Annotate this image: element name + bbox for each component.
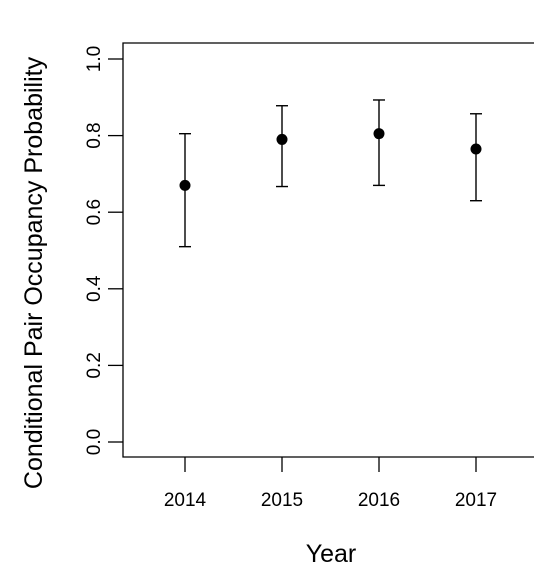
y-axis-title: Conditional Pair Occupancy Probability — [20, 56, 48, 489]
data-point — [179, 179, 191, 191]
x-tick-label: 2016 — [358, 490, 400, 511]
y-tick-label: 0.4 — [84, 275, 105, 302]
y-tick-label: 0.2 — [84, 352, 105, 378]
x-tick-label: 2015 — [261, 490, 303, 511]
data-point — [373, 128, 385, 140]
y-tick-label: 0.8 — [84, 122, 105, 148]
plot-layer: 0.0 0.2 0.4 0.6 0.8 1.0 2014 2015 2016 2017 — [84, 42, 534, 511]
y-tick-label: 0.0 — [84, 429, 105, 455]
data-point — [276, 133, 288, 145]
data-point — [470, 143, 482, 155]
plot-frame — [122, 42, 534, 458]
y-tick-label: 0.6 — [84, 199, 105, 225]
x-tick-label: 2014 — [164, 490, 207, 511]
x-axis-title: Year — [306, 540, 357, 568]
y-tick-label: 1.0 — [84, 46, 105, 72]
x-tick-label: 2017 — [455, 490, 497, 511]
